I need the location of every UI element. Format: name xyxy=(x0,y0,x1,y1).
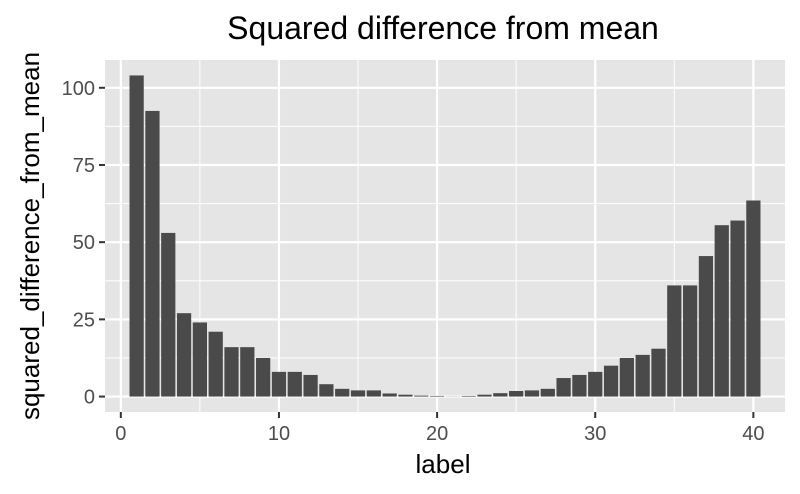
bar xyxy=(509,391,524,397)
bar xyxy=(667,285,682,397)
bar xyxy=(493,393,508,397)
bar xyxy=(303,374,318,397)
bar xyxy=(366,390,381,397)
bar xyxy=(350,390,366,397)
bar xyxy=(287,371,302,397)
x-tick-label: 20 xyxy=(426,423,448,445)
bar xyxy=(698,256,714,397)
bar xyxy=(161,232,176,397)
bar xyxy=(683,285,698,397)
x-tick-label: 30 xyxy=(584,423,606,445)
bars xyxy=(129,75,761,397)
y-tick-label: 75 xyxy=(73,155,95,177)
chart-title: Squared difference from mean xyxy=(227,10,659,46)
axis-ticks: 0 25 50 75 100 0 10 20 30 40 xyxy=(62,78,765,445)
bar xyxy=(461,395,476,397)
bar xyxy=(145,110,160,397)
bar xyxy=(524,390,540,397)
bar xyxy=(540,388,555,397)
bar xyxy=(335,388,350,397)
x-axis-title: label xyxy=(416,449,471,479)
x-tick-label: 0 xyxy=(115,423,126,445)
bar xyxy=(176,313,192,397)
bar xyxy=(477,394,492,397)
bar xyxy=(556,378,571,397)
bar xyxy=(429,395,445,397)
bar xyxy=(414,395,429,397)
bar xyxy=(319,384,334,397)
bar xyxy=(588,371,603,397)
bar xyxy=(224,347,239,397)
y-tick-label: 25 xyxy=(73,309,95,331)
bar xyxy=(730,220,745,397)
y-tick-label: 0 xyxy=(84,387,95,409)
bar xyxy=(746,200,761,397)
bar xyxy=(129,75,144,397)
bar xyxy=(382,393,397,397)
x-tick-label: 40 xyxy=(742,423,764,445)
bar xyxy=(635,354,650,397)
bar xyxy=(619,357,634,397)
bar xyxy=(714,225,729,397)
y-tick-label: 50 xyxy=(73,232,95,254)
bar xyxy=(651,348,666,397)
bar xyxy=(603,365,619,397)
x-tick-label: 10 xyxy=(268,423,290,445)
bar xyxy=(572,374,587,397)
y-tick-label: 100 xyxy=(62,78,95,100)
bar xyxy=(240,347,255,397)
bar xyxy=(192,322,207,397)
bar xyxy=(271,371,287,397)
bar xyxy=(398,394,413,397)
bar xyxy=(256,357,271,397)
y-axis-title: squared_difference_from_mean xyxy=(15,52,45,420)
bar xyxy=(208,331,223,397)
